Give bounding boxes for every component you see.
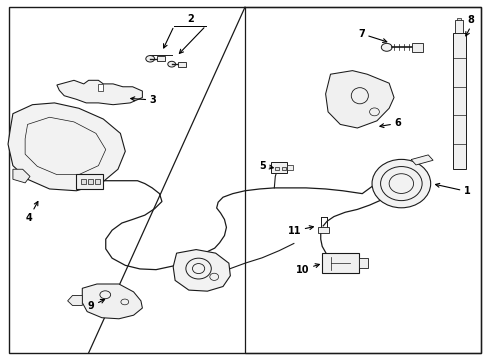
Polygon shape	[173, 249, 230, 291]
Bar	[453, 33, 466, 169]
Bar	[88, 179, 93, 184]
Bar	[457, 18, 461, 21]
Bar	[359, 258, 368, 268]
Bar	[275, 167, 279, 170]
Text: 3: 3	[131, 95, 156, 105]
Polygon shape	[82, 284, 143, 319]
Polygon shape	[98, 84, 103, 91]
Ellipse shape	[381, 43, 392, 51]
Polygon shape	[57, 80, 143, 105]
Text: 9: 9	[88, 300, 104, 311]
Text: 2: 2	[187, 14, 194, 24]
Bar	[318, 226, 329, 233]
Text: 1: 1	[436, 183, 471, 197]
Polygon shape	[68, 296, 82, 306]
Polygon shape	[13, 169, 30, 183]
Text: 4: 4	[25, 202, 38, 223]
Bar	[245, 7, 481, 353]
Bar	[455, 21, 463, 33]
Text: 7: 7	[358, 29, 387, 42]
Bar	[76, 174, 103, 189]
Bar	[322, 253, 359, 273]
Polygon shape	[326, 71, 394, 128]
Bar	[157, 56, 165, 61]
Polygon shape	[411, 155, 433, 165]
Bar	[81, 179, 86, 184]
Text: 6: 6	[380, 118, 401, 128]
Text: 5: 5	[259, 161, 273, 171]
Ellipse shape	[372, 159, 431, 208]
Ellipse shape	[168, 61, 175, 67]
Text: 10: 10	[296, 264, 319, 275]
Bar	[412, 43, 423, 51]
Bar	[287, 165, 293, 170]
Polygon shape	[8, 103, 125, 191]
Bar	[95, 179, 100, 184]
Ellipse shape	[146, 55, 155, 62]
Text: 8: 8	[467, 15, 474, 25]
Bar	[282, 167, 286, 170]
Text: 11: 11	[288, 226, 314, 236]
Bar	[271, 162, 287, 173]
Bar	[177, 62, 186, 67]
